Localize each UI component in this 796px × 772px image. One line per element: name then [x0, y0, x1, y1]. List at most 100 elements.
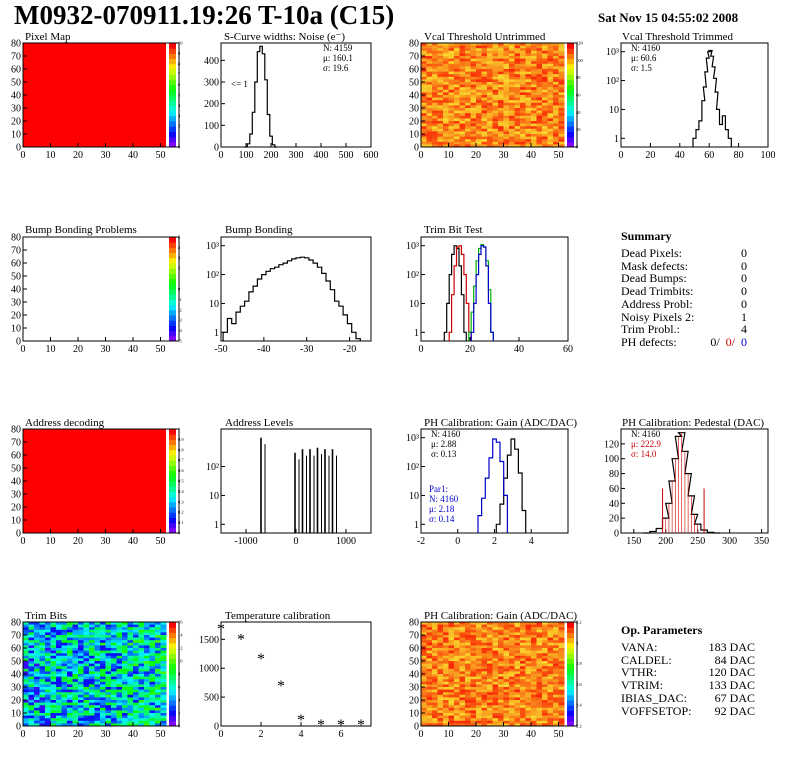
heatmap-cell	[34, 627, 40, 631]
colorbar-segment	[567, 69, 574, 75]
heatmap-cell	[498, 53, 504, 57]
heatmap-cell	[72, 710, 79, 714]
heatmap-cell	[83, 655, 90, 659]
heatmap-cell	[437, 128, 444, 132]
x-tick-label: 0	[219, 729, 224, 740]
heatmap-cell	[558, 637, 565, 641]
heatmap-cell	[487, 102, 493, 106]
heatmap-cell	[520, 115, 526, 119]
heatmap-cell	[116, 692, 123, 696]
heatmap-cell	[558, 144, 565, 148]
heatmap-cell	[547, 123, 554, 127]
heatmap-cell	[34, 710, 40, 714]
heatmap-cell	[45, 624, 51, 628]
colorbar-segment	[169, 648, 176, 654]
heatmap-cell	[127, 718, 134, 722]
heatmap-cell	[23, 689, 29, 693]
heatmap-cell	[465, 679, 471, 683]
heatmap-cell	[459, 97, 466, 101]
heatmap-cell	[498, 126, 504, 130]
heatmap-cell	[56, 687, 62, 691]
heatmap-cell	[443, 692, 449, 696]
heatmap-cell	[61, 723, 68, 727]
colorbar-segment	[169, 320, 176, 326]
heatmap-cell	[476, 715, 482, 719]
heatmap-cell	[531, 69, 537, 73]
op-parameter-label: VOFFSETOP:	[621, 703, 692, 718]
heatmap-cell	[459, 666, 466, 670]
heatmap-cell	[149, 655, 156, 659]
heatmap-cell	[94, 702, 101, 706]
heatmap-cell	[437, 56, 444, 60]
heatmap-cell	[45, 710, 51, 714]
heatmap-cell	[459, 684, 466, 688]
heatmap-cell	[525, 61, 532, 65]
heatmap-cell	[23, 640, 29, 644]
colorbar-segment	[567, 674, 574, 680]
heatmap-cell	[542, 69, 548, 73]
heatmap-cell	[481, 635, 488, 639]
heatmap-cell	[465, 689, 471, 693]
heatmap-cell	[100, 702, 106, 706]
heatmap-cell	[443, 702, 449, 706]
heatmap-cell	[448, 45, 455, 49]
heatmap-cell	[553, 43, 559, 47]
heatmap-cell	[89, 653, 95, 657]
heatmap-cell	[89, 689, 95, 693]
heatmap-cell	[509, 705, 515, 709]
colorbar-segment	[169, 242, 176, 248]
heatmap-cell	[536, 723, 543, 727]
heatmap-cell	[553, 679, 559, 683]
heatmap-cell	[520, 123, 526, 127]
x-tick-label: 20	[73, 536, 83, 547]
heatmap-cell	[531, 715, 537, 719]
heatmap-cell	[28, 622, 35, 626]
heatmap-cell	[443, 681, 449, 685]
heatmap-cell	[127, 642, 134, 646]
heatmap-cell	[23, 666, 29, 670]
heatmap-cell	[34, 697, 40, 701]
heatmap-cell	[525, 710, 532, 714]
heatmap-cell	[160, 697, 167, 701]
heatmap-cell	[487, 720, 493, 724]
heatmap-cell	[558, 63, 565, 67]
heatmap-cell	[443, 53, 449, 57]
heatmap-cell	[34, 681, 40, 685]
heatmap-cell	[72, 658, 79, 662]
heatmap-cell	[448, 622, 455, 626]
heatmap-cell	[89, 687, 95, 691]
heatmap-cell	[454, 697, 460, 701]
heatmap-cell	[56, 653, 62, 657]
heatmap-cell	[487, 66, 493, 70]
heatmap-cell	[465, 58, 471, 62]
heatmap-cell	[111, 700, 117, 704]
heatmap-cell	[144, 692, 150, 696]
heatmap-cell	[83, 713, 90, 717]
heatmap-cell	[525, 700, 532, 704]
heatmap-cell	[127, 684, 134, 688]
heatmap-cell	[94, 661, 101, 665]
heatmap-cell	[536, 684, 543, 688]
colorbar-segment	[169, 278, 176, 285]
histogram-line	[222, 256, 361, 341]
heatmap-cell	[160, 668, 167, 672]
heatmap-cell	[531, 123, 537, 127]
heatmap-cell	[459, 92, 466, 96]
heatmap-cell	[432, 76, 438, 80]
heatmap-cell	[34, 702, 40, 706]
heatmap-cell	[105, 674, 112, 678]
colorbar-segment	[567, 653, 574, 659]
heatmap-cell	[481, 645, 488, 649]
heatmap-cell	[56, 629, 62, 633]
summary-value: 0	[741, 246, 747, 260]
heatmap-cell	[149, 707, 156, 711]
heatmap-cell	[50, 705, 57, 709]
stat-line: σ: 19.6	[323, 63, 349, 73]
summary-value: 4	[741, 322, 747, 337]
heatmap-cell	[105, 629, 112, 633]
heatmap-cell	[525, 705, 532, 709]
heatmap-cell	[116, 710, 123, 714]
heatmap-cell	[421, 705, 427, 709]
x-tick-label: 30	[101, 344, 111, 355]
heatmap-cell	[421, 674, 427, 678]
